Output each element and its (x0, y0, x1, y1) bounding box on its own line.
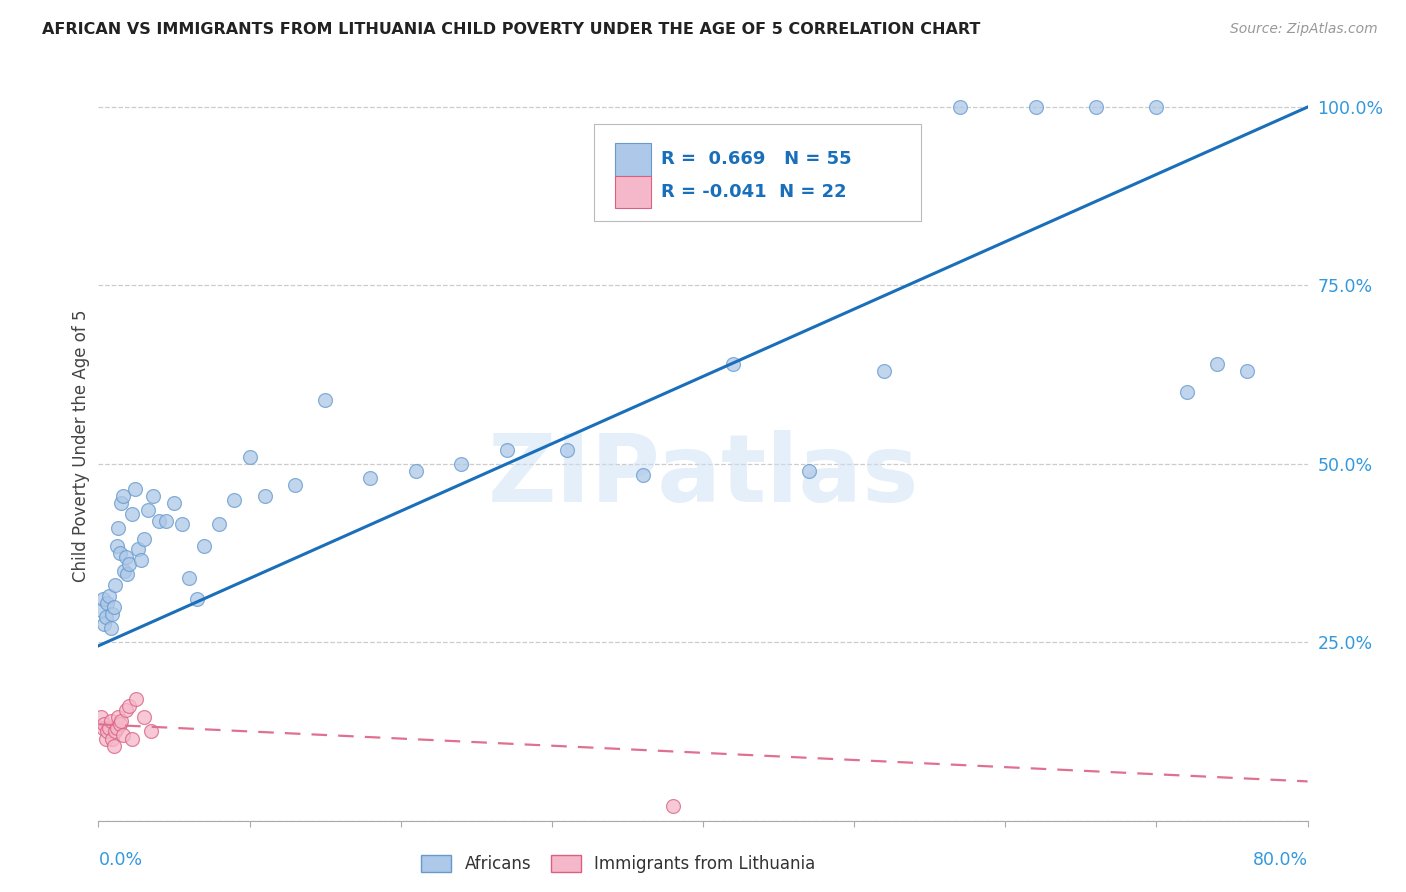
Point (100, 621, 122, 635)
FancyBboxPatch shape (614, 176, 651, 209)
Point (132, 532, 155, 546)
Point (661, 799, 683, 814)
Point (284, 478, 307, 492)
Point (112, 564, 135, 578)
Point (93, 717, 115, 731)
Point (148, 514, 170, 528)
Point (132, 710, 155, 724)
Point (111, 489, 134, 503)
Point (127, 542, 149, 557)
Point (450, 457, 472, 471)
Point (114, 703, 136, 717)
Point (108, 717, 131, 731)
Point (96, 724, 118, 739)
Point (1024, 100, 1046, 114)
Point (98, 589, 121, 603)
Point (1144, 100, 1167, 114)
Point (90, 603, 112, 617)
Text: AFRICAN VS IMMIGRANTS FROM LITHUANIA CHILD POVERTY UNDER THE AGE OF 5 CORRELATIO: AFRICAN VS IMMIGRANTS FROM LITHUANIA CHI… (42, 22, 980, 37)
Point (98, 721, 121, 735)
Point (495, 442, 517, 457)
Point (105, 539, 128, 553)
Y-axis label: Child Poverty Under the Age of 5: Child Poverty Under the Age of 5 (72, 310, 90, 582)
Point (873, 364, 896, 378)
Point (124, 482, 146, 496)
FancyBboxPatch shape (595, 124, 921, 221)
Point (179, 571, 201, 585)
Point (224, 492, 246, 507)
Point (114, 549, 136, 564)
Point (94, 731, 117, 746)
Point (91, 592, 114, 607)
Point (170, 517, 193, 532)
Point (111, 728, 134, 742)
Point (1175, 385, 1198, 400)
Point (110, 496, 132, 510)
Text: 0.0%: 0.0% (98, 851, 142, 869)
Point (121, 507, 143, 521)
Point (121, 731, 143, 746)
Point (107, 710, 129, 724)
Point (555, 442, 578, 457)
Point (94, 610, 117, 624)
Point (93, 617, 115, 632)
Point (193, 539, 215, 553)
Point (100, 714, 122, 728)
Point (141, 724, 163, 739)
Point (163, 496, 186, 510)
Text: R = -0.041  N = 22: R = -0.041 N = 22 (661, 183, 846, 201)
Point (125, 692, 148, 706)
Point (360, 471, 382, 485)
Point (91, 721, 114, 735)
Point (797, 464, 820, 478)
Point (239, 450, 262, 464)
Point (105, 721, 128, 735)
Point (104, 724, 127, 739)
Point (101, 731, 124, 746)
Text: 80.0%: 80.0% (1253, 851, 1308, 869)
Point (118, 699, 141, 714)
Point (118, 557, 141, 571)
Point (136, 503, 159, 517)
Point (1206, 357, 1229, 371)
Point (104, 578, 127, 592)
Text: Source: ZipAtlas.com: Source: ZipAtlas.com (1230, 22, 1378, 37)
Point (108, 546, 131, 560)
Point (107, 521, 129, 535)
Text: ZIPatlas: ZIPatlas (488, 430, 918, 522)
Point (96, 596, 118, 610)
Point (1085, 100, 1108, 114)
Point (405, 464, 427, 478)
Point (115, 567, 138, 582)
Point (253, 489, 276, 503)
Point (103, 599, 125, 614)
Point (723, 357, 745, 371)
FancyBboxPatch shape (614, 143, 651, 176)
Point (314, 392, 336, 407)
Point (90, 710, 112, 724)
Legend: Africans, Immigrants from Lithuania: Africans, Immigrants from Lithuania (415, 848, 823, 880)
Point (142, 489, 165, 503)
Point (103, 739, 125, 753)
Point (129, 553, 152, 567)
Point (208, 517, 231, 532)
Point (101, 607, 124, 621)
Point (631, 467, 654, 482)
Point (155, 514, 177, 528)
Point (110, 714, 132, 728)
Point (186, 592, 208, 607)
Point (949, 100, 972, 114)
Text: R =  0.669   N = 55: R = 0.669 N = 55 (661, 150, 851, 168)
Point (1236, 364, 1258, 378)
